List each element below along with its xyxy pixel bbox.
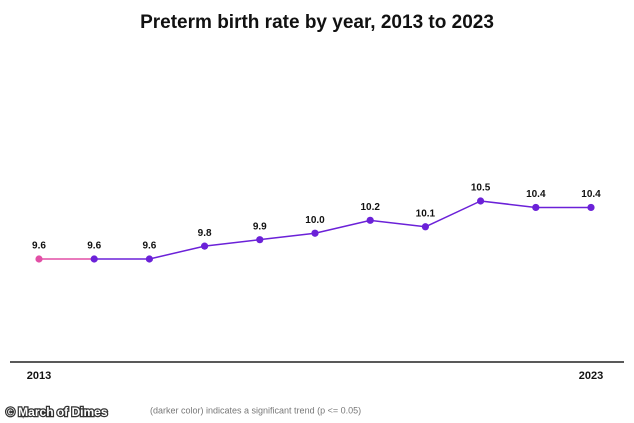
footnote: (darker color) indicates a significant t… xyxy=(150,405,361,415)
data-point xyxy=(587,203,595,212)
data-label: 9.9 xyxy=(253,221,267,232)
data-label: 10.1 xyxy=(416,208,436,219)
data-label: 9.6 xyxy=(142,241,156,252)
x-tick-label: 2013 xyxy=(27,370,51,382)
line-segment xyxy=(480,200,536,209)
data-point xyxy=(256,236,264,244)
data-label: 10.4 xyxy=(581,189,601,200)
data-point xyxy=(145,255,153,263)
data-label: 9.6 xyxy=(32,241,46,252)
data-point xyxy=(366,216,374,224)
line-segment xyxy=(204,238,260,247)
data-point xyxy=(421,223,429,231)
line-segment xyxy=(370,219,426,228)
data-point xyxy=(311,229,319,237)
data-point xyxy=(35,255,43,263)
data-point xyxy=(201,242,209,250)
line-segment xyxy=(314,219,371,234)
data-label: 10.5 xyxy=(471,183,491,194)
data-point xyxy=(532,203,540,212)
data-label: 10.2 xyxy=(360,202,380,213)
line-segment xyxy=(259,232,316,241)
line-segment xyxy=(149,245,205,260)
data-label: 9.8 xyxy=(198,228,212,239)
line-segment xyxy=(425,200,481,228)
data-label: 10.0 xyxy=(305,215,325,226)
data-point xyxy=(90,255,98,263)
data-label: 10.4 xyxy=(526,189,546,200)
chart-title: Preterm birth rate by year, 2013 to 2023 xyxy=(140,12,494,33)
x-tick-label: 2023 xyxy=(579,370,603,382)
watermark: © March of Dimes xyxy=(6,405,108,419)
data-label: 9.6 xyxy=(87,241,101,252)
data-point xyxy=(477,197,485,205)
